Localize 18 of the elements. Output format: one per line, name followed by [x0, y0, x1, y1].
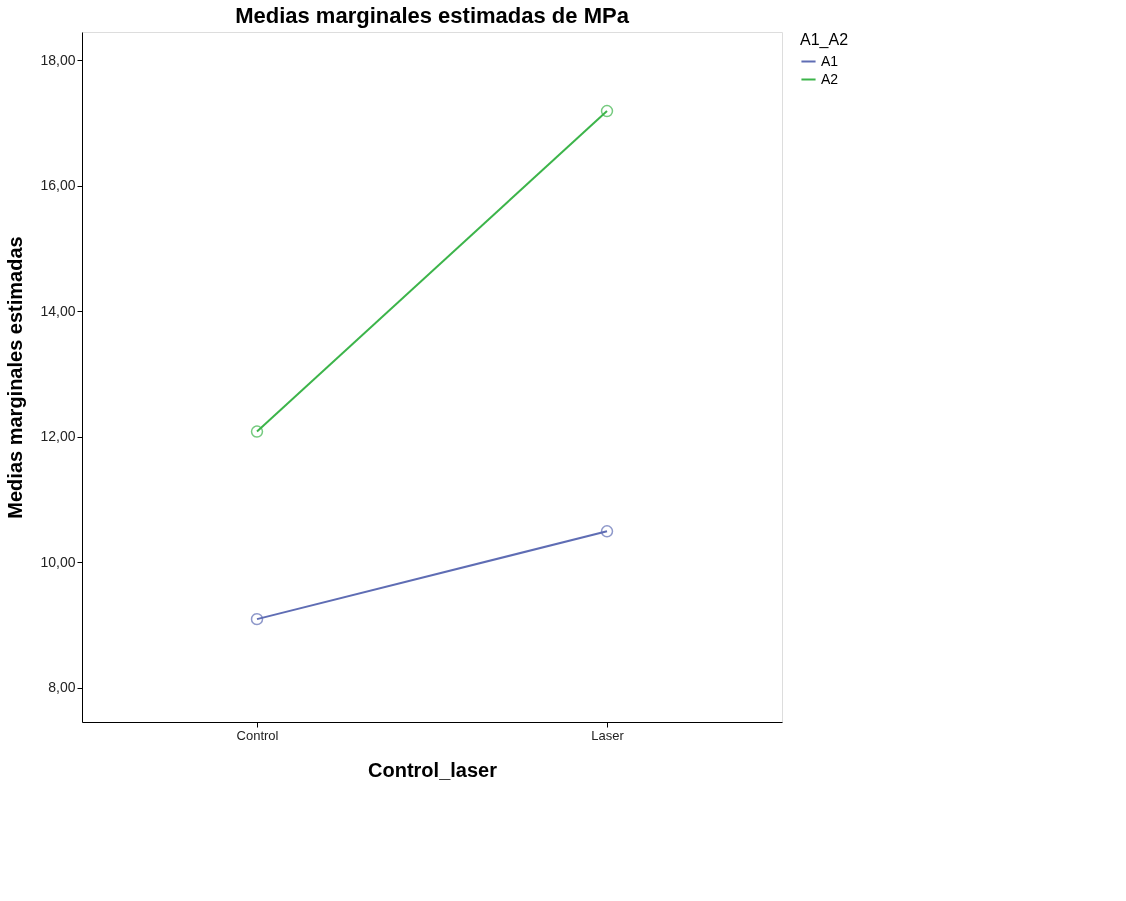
y-tick-label: 18,00 [40, 51, 76, 68]
legend-label: A1 [821, 52, 839, 69]
x-axis-title: Control_laser [368, 758, 498, 781]
chart-title: Medias marginales estimadas de MPa [235, 3, 630, 28]
y-axis-title: Medias marginales estimadas [4, 236, 27, 519]
y-tick-label: 8,00 [48, 679, 76, 695]
y-tick-label: 12,00 [40, 428, 76, 445]
y-tick-label: 10,00 [40, 553, 76, 570]
point [600, 525, 614, 538]
x-tick-label: Control [236, 727, 279, 743]
legend-label: A2 [821, 70, 839, 87]
x-tick-label: Laser [591, 727, 625, 743]
y-tick-label: 16,00 [40, 177, 76, 194]
point [250, 612, 264, 626]
legend-title: A1_A2 [800, 31, 849, 49]
point [600, 104, 614, 118]
point [250, 425, 264, 438]
y-tick-label: 14,00 [40, 302, 76, 319]
